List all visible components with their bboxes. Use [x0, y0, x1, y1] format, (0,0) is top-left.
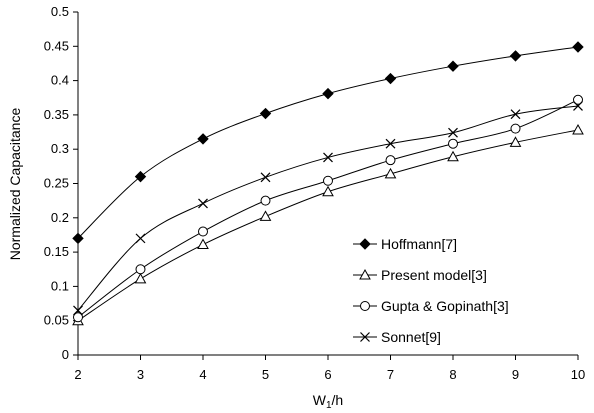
data-point — [134, 170, 147, 183]
series-2 — [72, 123, 584, 326]
legend-marker — [360, 332, 370, 342]
x-axis-title-subscript: 1 — [326, 400, 332, 411]
y-tick-label: 0.05 — [44, 313, 69, 328]
x-axis-title-main: W — [313, 392, 327, 408]
x-axis-title-suffix: /h — [332, 392, 344, 408]
legend-marker — [359, 238, 371, 250]
data-point — [259, 210, 272, 221]
y-axis-title: Normalized Capacitance — [7, 108, 23, 261]
series-1 — [72, 41, 584, 245]
y-tick-label: 0.2 — [51, 210, 69, 225]
x-axis-title: W1/h — [313, 392, 343, 411]
data-point — [448, 138, 458, 149]
data-point-stroke — [448, 127, 458, 138]
series-group — [72, 41, 584, 326]
legend-label: Hoffmann[7] — [381, 236, 457, 252]
legend-label: Present model[3] — [381, 267, 487, 283]
y-tick-label: 0.3 — [51, 141, 69, 156]
x-tick-label: 10 — [571, 367, 585, 382]
data-point — [73, 305, 83, 316]
data-point — [447, 60, 459, 72]
data-point — [134, 272, 147, 284]
data-point-stroke — [198, 198, 208, 209]
data-point — [573, 101, 583, 111]
data-point — [384, 167, 397, 179]
y-tick-label: 0 — [62, 347, 69, 362]
legend: Hoffmann[7] Present model[3] Gupta & Gopin… — [353, 236, 509, 345]
data-point-stroke — [323, 152, 333, 163]
x-tick-label: 5 — [262, 367, 269, 382]
data-point — [135, 233, 146, 244]
data-point — [259, 107, 272, 120]
data-point — [572, 41, 584, 53]
y-tick-label: 0.5 — [51, 4, 69, 19]
data-point — [447, 150, 459, 162]
x-tick-label: 6 — [324, 367, 331, 382]
series-line — [77, 99, 579, 318]
data-point-stroke — [135, 233, 146, 244]
x-tick-label: 4 — [199, 367, 206, 382]
data-point — [510, 109, 521, 120]
y-tick-label: 0.45 — [44, 38, 69, 53]
legend-item: Sonnet[9] — [353, 329, 441, 345]
x-tick-label: 9 — [512, 367, 519, 382]
data-point — [198, 226, 208, 237]
data-point — [260, 195, 271, 206]
data-point — [385, 155, 396, 166]
data-point — [197, 133, 209, 145]
data-point — [384, 72, 397, 85]
data-point-stroke — [510, 109, 521, 120]
y-tick-label: 0.15 — [44, 244, 69, 259]
legend-item: Gupta & Gopinath[3] — [353, 298, 509, 314]
y-tick-label: 0.25 — [44, 176, 69, 191]
data-point — [323, 152, 333, 163]
y-tick-label: 0.35 — [44, 107, 69, 122]
legend-marker — [360, 301, 370, 311]
data-point — [509, 50, 522, 62]
x-ticks: 2 3 4 5 6 7 8 9 10 — [74, 355, 585, 382]
data-point — [198, 198, 208, 209]
legend-item: Present model[3] — [353, 267, 487, 283]
data-point-stroke — [385, 138, 396, 149]
data-point — [573, 94, 583, 105]
data-point — [73, 312, 83, 323]
data-point — [197, 238, 209, 250]
data-point-stroke — [573, 101, 583, 111]
legend-marker-stroke — [360, 332, 370, 342]
legend-label: Sonnet[9] — [381, 329, 441, 345]
x-tick-label: 3 — [137, 367, 144, 382]
x-tick-label: 8 — [449, 367, 456, 382]
data-point — [322, 185, 334, 197]
data-point — [510, 123, 521, 134]
data-point — [448, 127, 458, 138]
data-point-stroke — [73, 305, 83, 316]
series-line — [77, 105, 579, 311]
data-point — [322, 87, 334, 100]
data-point — [72, 232, 84, 245]
series-line — [77, 46, 579, 239]
y-ticks: 0 0.05 0.1 0.15 0.2 0.25 0.3 0.35 0.4 0.45 0.5 — [44, 4, 78, 362]
data-point — [260, 172, 271, 183]
data-point — [135, 264, 146, 275]
legend-item: Hoffmann[7] — [353, 236, 457, 252]
data-point — [509, 136, 522, 147]
data-point — [323, 175, 333, 186]
y-tick-label: 0.4 — [51, 73, 69, 88]
y-tick-label: 0.1 — [51, 278, 69, 293]
data-point — [572, 123, 584, 135]
series-4 — [73, 101, 583, 316]
legend-marker — [359, 268, 371, 280]
data-point — [385, 138, 396, 149]
data-point-stroke — [260, 172, 271, 183]
legend-label: Gupta & Gopinath[3] — [381, 298, 509, 314]
series-line — [77, 129, 579, 322]
series-3 — [73, 94, 583, 323]
x-tick-label: 7 — [387, 367, 394, 382]
x-tick-label: 2 — [74, 367, 81, 382]
